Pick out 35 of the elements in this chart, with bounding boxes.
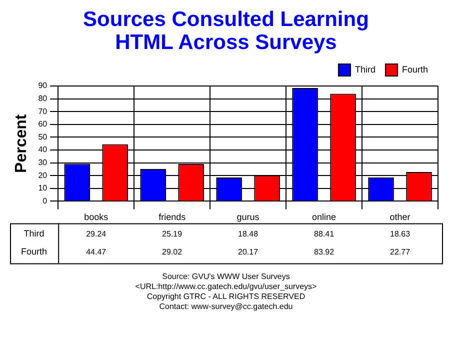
text: Third — [24, 228, 44, 239]
data-label: 83.92 — [314, 247, 335, 256]
data-label: 25.19 — [162, 229, 183, 238]
data-label: 22.77 — [390, 247, 411, 256]
y-tick-label: 10 — [38, 184, 48, 193]
y-tick-label: 80 — [38, 94, 48, 104]
x-tick-label: friends — [158, 212, 186, 222]
text: Copyright GTRC - ALL RIGHTS RESERVED — [146, 292, 306, 302]
data-label: 44.47 — [86, 247, 107, 256]
y-tick-label: 90 — [38, 81, 48, 90]
y-tick-label: 70 — [38, 106, 48, 116]
data-label: 29.24 — [86, 229, 107, 238]
y-axis-title: Percent — [13, 114, 30, 173]
source-note: Source: GVU's WWW User Surveys — [161, 272, 291, 282]
y-tick-label: 40 — [38, 145, 48, 154]
text: Contact: www-survey@cc.gatech.edu — [158, 302, 294, 312]
y-tick-label: 0 — [42, 196, 48, 206]
data-label: 18.48 — [238, 229, 259, 238]
x-tick-label: books — [84, 212, 109, 222]
data-label: 29.02 — [162, 247, 183, 256]
data-label: 88.41 — [314, 229, 335, 238]
y-tick-label: 50 — [38, 132, 48, 142]
legend-label: Fourth — [402, 64, 428, 74]
y-tick-label: 60 — [38, 120, 48, 129]
x-tick-label: other — [390, 212, 410, 222]
text: Fourth — [21, 246, 48, 257]
y-tick-label: 20 — [38, 170, 48, 180]
chart-title: Sources Consulted Learning HTML Across Surveys — [82, 8, 370, 54]
y-tick-label: 30 — [38, 158, 48, 168]
data-label: 18.63 — [390, 229, 411, 238]
data-label: 20.17 — [238, 247, 259, 256]
x-tick-label: gurus — [236, 212, 260, 222]
text: <URL:http://www.cc.gatech.edu/gvu/user_surveys> — [134, 282, 318, 292]
legend-label: Third — [354, 64, 376, 74]
x-tick-label: online — [312, 212, 336, 222]
